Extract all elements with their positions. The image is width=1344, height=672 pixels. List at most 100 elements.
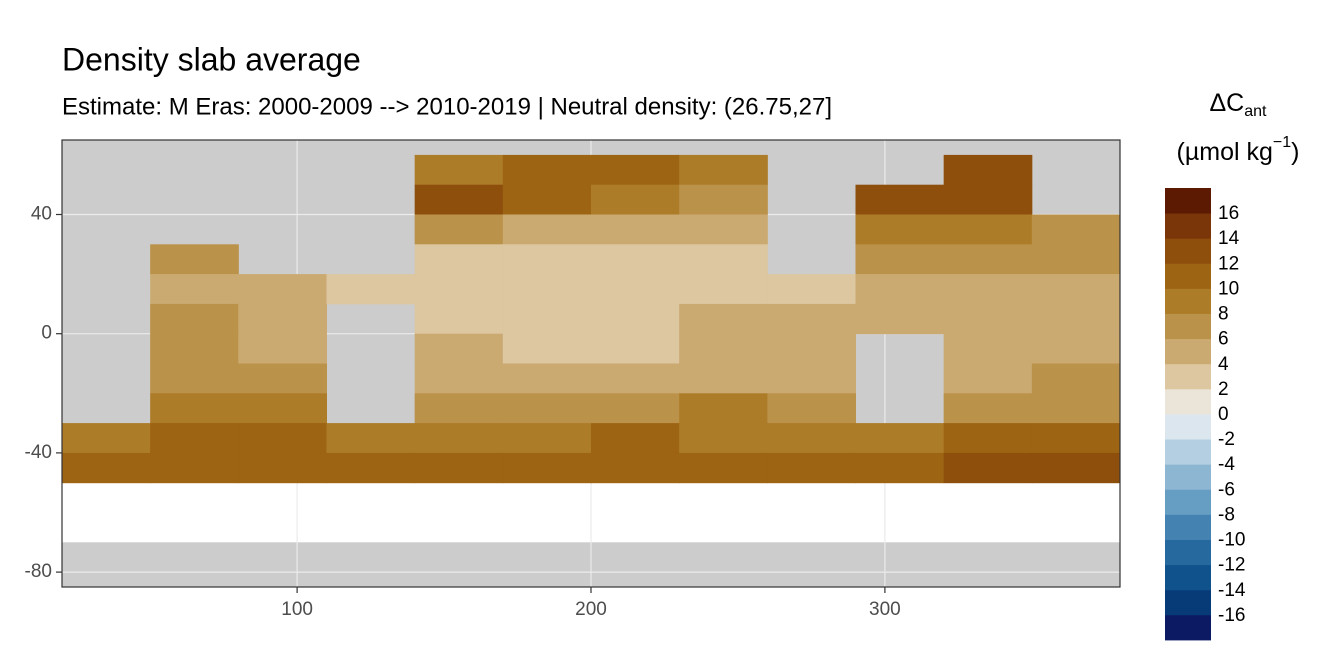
raster-cell	[414, 303, 504, 335]
raster-cell	[414, 244, 504, 275]
raster-cell	[502, 333, 592, 364]
legend-swatch	[1165, 263, 1211, 289]
raster-cell	[150, 452, 239, 484]
raster-cell	[855, 184, 945, 215]
legend-label: 2	[1218, 379, 1229, 400]
raster-cell	[150, 244, 239, 275]
raster-cell	[591, 214, 680, 245]
legend-unit-sup: −1	[1273, 134, 1291, 151]
raster-cell	[767, 303, 856, 335]
y-tick-label: 0	[41, 323, 52, 344]
legend-swatch	[1165, 614, 1211, 641]
raster-cell	[855, 303, 945, 335]
raster-cell	[943, 333, 1033, 364]
raster-cell	[679, 274, 768, 305]
legend-title-main: ΔC	[1209, 89, 1244, 117]
raster-cell	[1031, 214, 1121, 245]
y-tick-label: 40	[31, 204, 52, 225]
raster-cell	[150, 393, 239, 424]
raster-cell	[767, 423, 856, 454]
raster-cell	[591, 333, 680, 364]
legend-swatch	[1165, 188, 1211, 214]
raster-cell	[502, 244, 592, 275]
raster-cell	[502, 452, 592, 484]
raster-cell	[1031, 393, 1121, 424]
legend-swatch	[1165, 338, 1211, 365]
legend-swatch	[1165, 388, 1211, 415]
legend-swatch	[1165, 414, 1211, 440]
legend-title-sub: ant	[1244, 103, 1267, 120]
raster-cell	[943, 274, 1033, 305]
raster-cell	[238, 363, 327, 394]
legend-swatch	[1165, 439, 1211, 465]
raster-cell	[943, 184, 1033, 215]
raster-cell	[767, 363, 856, 394]
raster-cell	[414, 333, 504, 364]
raster-cell	[502, 363, 592, 394]
raster-cell	[238, 274, 327, 305]
legend-swatch	[1165, 213, 1211, 239]
legend-swatch	[1165, 514, 1211, 540]
legend-title: ΔCant	[1209, 89, 1267, 121]
raster-cell	[767, 452, 856, 484]
raster-cell	[679, 214, 768, 245]
raster-cell	[502, 274, 592, 305]
raster-cell	[943, 154, 1033, 186]
raster-cell	[1031, 363, 1121, 394]
raster-cell	[943, 214, 1033, 245]
raster-cell	[502, 154, 592, 186]
legend-swatch	[1165, 313, 1211, 340]
raster-cell	[1031, 333, 1121, 364]
raster-cell	[591, 393, 680, 424]
legend-swatch	[1165, 589, 1211, 616]
raster-cell	[502, 393, 592, 424]
raster-cell	[414, 423, 504, 454]
raster-cell	[591, 303, 680, 335]
legend-label: -4	[1218, 454, 1235, 475]
legend-label: 14	[1218, 228, 1240, 249]
legend-swatch	[1165, 288, 1211, 314]
raster-cell	[414, 184, 504, 215]
raster-cell	[238, 423, 327, 454]
raster-cell	[943, 244, 1033, 275]
legend-label: -14	[1218, 580, 1246, 601]
legend-label: 0	[1218, 404, 1229, 425]
raster-cell	[679, 244, 768, 275]
raster-cell	[414, 154, 504, 186]
raster-cell	[1031, 274, 1121, 305]
legend-label: 8	[1218, 304, 1229, 325]
raster-cell	[679, 452, 768, 484]
legend-swatch	[1165, 539, 1211, 566]
legend-swatch	[1165, 464, 1211, 490]
raster-cell	[943, 303, 1033, 335]
raster-cell	[679, 333, 768, 364]
y-tick-label: -40	[25, 442, 52, 463]
raster-cell	[414, 393, 504, 424]
raster-cell	[591, 363, 680, 394]
x-tick-label: 200	[575, 599, 607, 620]
legend-unit-end: )	[1291, 138, 1299, 166]
raster-cell	[326, 274, 416, 305]
legend-label: -10	[1218, 530, 1245, 551]
raster-cell	[855, 214, 945, 245]
raster-cell	[591, 274, 680, 305]
raster-cell	[679, 154, 768, 186]
legend-label: 12	[1218, 253, 1239, 274]
raster-cell	[1031, 423, 1121, 454]
raster-cell	[855, 423, 945, 454]
legend-swatch	[1165, 238, 1211, 264]
raster-cell	[238, 393, 327, 424]
raster-cell	[62, 452, 151, 484]
raster-cell	[943, 423, 1033, 454]
chart-subtitle: Estimate: M Eras: 2000-2009 --> 2010-201…	[62, 93, 832, 120]
raster-cell	[414, 452, 504, 484]
raster-cell	[591, 452, 680, 484]
raster-cell	[679, 303, 768, 335]
raster-cell	[943, 452, 1033, 484]
raster-cell	[1031, 303, 1121, 335]
raster-cell	[855, 452, 945, 484]
legend-label: 4	[1218, 354, 1229, 375]
raster-cell	[414, 214, 504, 245]
raster-cell	[502, 184, 592, 215]
